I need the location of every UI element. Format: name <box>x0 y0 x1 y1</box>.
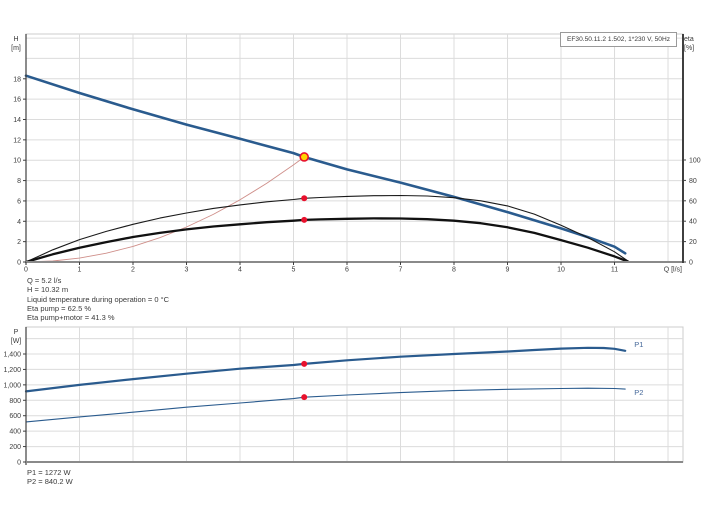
system-curve <box>25 156 305 263</box>
tick-label: 60 <box>689 198 697 205</box>
tick-label: 1,000 <box>3 382 21 389</box>
tick-label: 1,200 <box>3 367 21 374</box>
tick-label: 4 <box>17 219 21 226</box>
h-axis-title: H [m] <box>4 36 28 53</box>
tick-label: 1,400 <box>3 352 21 359</box>
p-axis-title-line2: [W] <box>10 337 22 345</box>
tick-label: 0 <box>689 260 693 267</box>
eta-pump-motor-curve <box>24 217 630 264</box>
tick-label: 200 <box>9 444 21 451</box>
tick-label: 10 <box>557 267 565 274</box>
tick-label: 6 <box>17 198 21 205</box>
tick-label: 100 <box>689 158 701 165</box>
p2-power-curve[interactable] <box>25 387 626 423</box>
eta-pump-curve <box>25 194 629 263</box>
tick-label: 80 <box>689 178 697 185</box>
tick-label: 16 <box>13 97 21 104</box>
eta-axis-title: eta [%] <box>684 36 704 53</box>
pump-head-curve[interactable] <box>24 74 627 255</box>
readout-p2: P2 = 840.2 W <box>27 477 73 487</box>
tick-label: 600 <box>9 413 21 420</box>
p1-power-curve[interactable] <box>24 346 627 393</box>
pump-type-label: EF30.50.11.2 1.502, 1*230 V, 50Hz <box>566 36 670 43</box>
p-axis-title-line1: P <box>13 329 19 336</box>
readout-p1: P1 = 1272 W <box>27 468 71 477</box>
p1-point <box>301 360 308 367</box>
tick-label: 0 <box>24 267 28 274</box>
h-axis-title-line1: H <box>13 36 19 43</box>
readout-liquid-temp: Liquid temperature during operation = 0 … <box>27 294 170 304</box>
tick-label: 2 <box>17 239 21 246</box>
tick-label: 7 <box>399 267 403 274</box>
readout-eta-pump-motor: Eta pump+motor = 41.3 % <box>27 313 115 323</box>
p-axis-title: P [W] <box>4 329 28 346</box>
tick-label: 0 <box>17 260 21 267</box>
tick-label: 800 <box>9 398 21 405</box>
p2-power-curve-label: P2 <box>634 388 643 397</box>
readout-q: Q = 5.2 l/s <box>27 276 62 285</box>
tick-label: 4 <box>238 267 242 274</box>
tick-label: 400 <box>9 429 21 436</box>
head-efficiency-chart-plot-area[interactable] <box>26 34 683 262</box>
tick-label: 0 <box>17 460 21 467</box>
eta-axis-title-line2: [%] <box>684 44 695 52</box>
tick-label: 6 <box>345 267 349 274</box>
tick-label: 20 <box>689 239 697 246</box>
tick-label: 8 <box>17 178 21 185</box>
tick-label: 2 <box>131 267 135 274</box>
eta-pump-point <box>301 195 308 202</box>
p1-power-curve-label: P1 <box>634 340 643 349</box>
p2-point <box>301 394 308 401</box>
tick-label: 10 <box>13 158 21 165</box>
duty-point-marker[interactable] <box>299 152 310 162</box>
tick-label: 3 <box>185 267 189 274</box>
tick-label: 9 <box>506 267 510 274</box>
tick-label: 12 <box>13 137 21 144</box>
power-readout: P1 = 1272 W P2 = 840.2 W <box>27 468 73 487</box>
tick-label: 14 <box>13 117 21 124</box>
tick-label: 8 <box>452 267 456 274</box>
eta-pump-motor-point <box>301 216 308 223</box>
tick-label: 18 <box>13 76 21 83</box>
tick-label: 11 <box>611 267 618 274</box>
readout-eta-pump: Eta pump = 62.5 % <box>27 303 91 313</box>
readout-h: H = 10.32 m <box>27 285 69 295</box>
operating-point-readout: Q = 5.2 l/s H = 10.32 m Liquid temperatu… <box>27 276 169 322</box>
x-axis-unit-label: Q [l/s] <box>664 267 682 274</box>
tick-label: 40 <box>689 219 697 226</box>
tick-label: 5 <box>292 267 296 274</box>
h-axis-title-line2: [m] <box>11 44 21 52</box>
pump-type-box: EF30.50.11.2 1.502, 1*230 V, 50Hz <box>560 32 677 47</box>
tick-label: 1 <box>78 267 82 274</box>
eta-axis-title-line1: eta <box>684 36 694 43</box>
